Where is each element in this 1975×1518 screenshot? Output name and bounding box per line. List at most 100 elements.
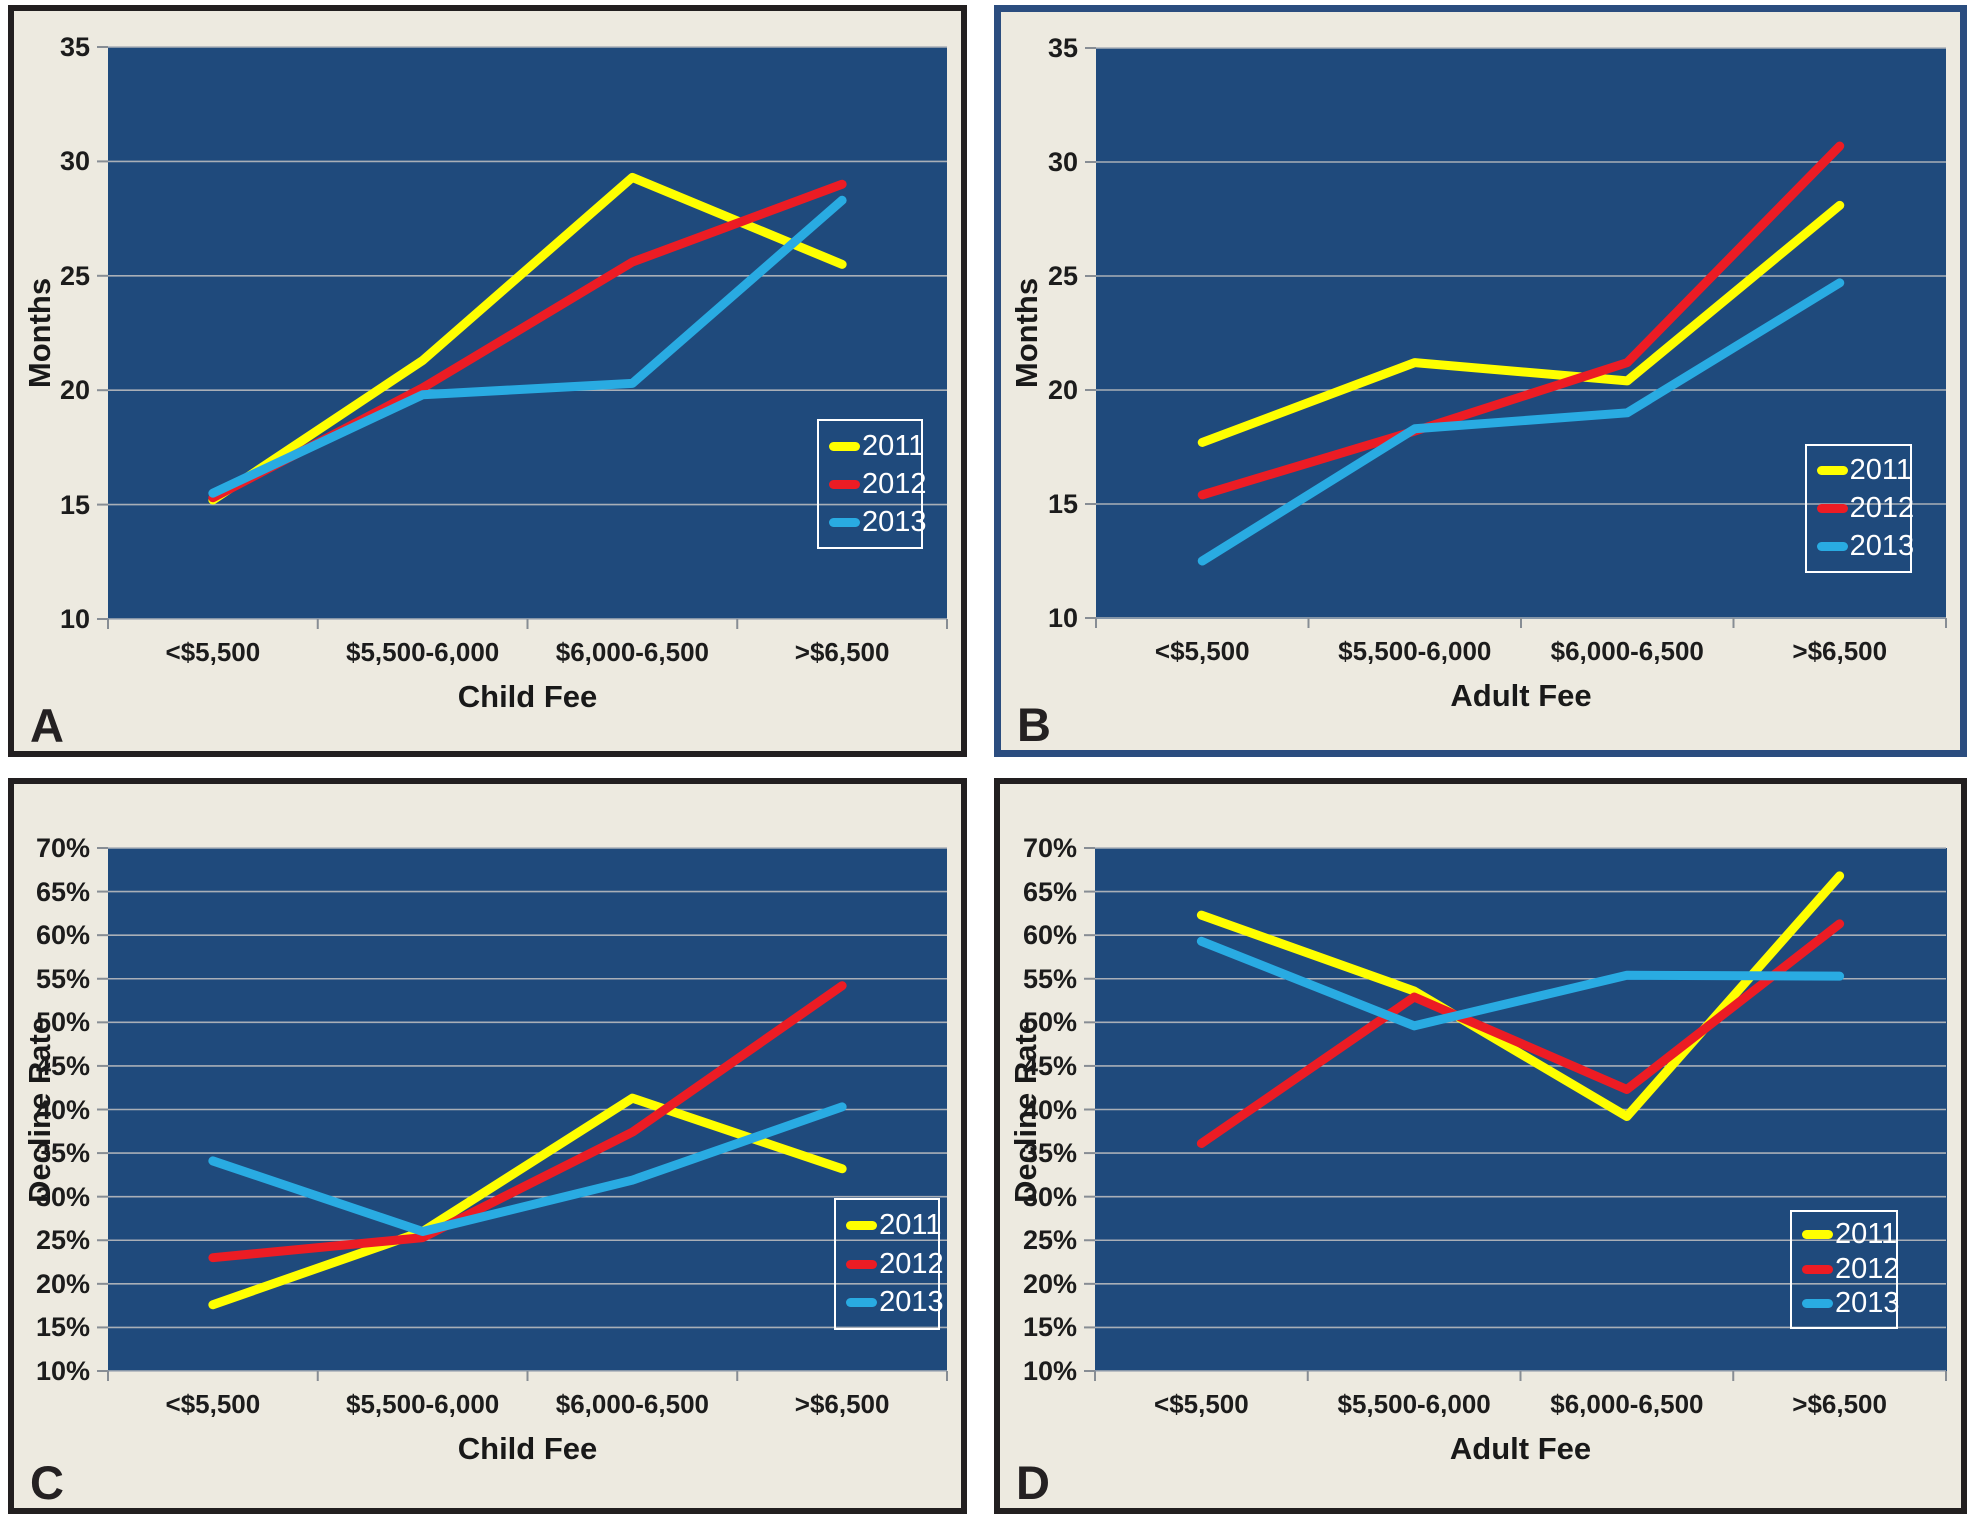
- legend-label: 2012: [1834, 1252, 1900, 1285]
- legend-entry-2012: 2012: [1801, 1252, 1899, 1286]
- legend-entry-2013: 2013: [829, 503, 927, 541]
- legend-swatch-2013: [1801, 1299, 1833, 1309]
- panel-d: Decline Rate Adult Fee 2011 2012 2013 D 10…: [994, 778, 1967, 1514]
- series-line-2013: [1197, 937, 1845, 1031]
- y-tick-label: 20%: [35, 1268, 90, 1299]
- x-category-label: >$6,500: [794, 1389, 890, 1419]
- plot-area: [1084, 847, 1948, 1382]
- legend-swatch-2012: [1816, 503, 1848, 513]
- x-category-label: >$6,500: [794, 637, 890, 667]
- panel-letter: B: [1017, 698, 1051, 751]
- panel-c: Decline Rate Child Fee 2011 2012 2013 C 10…: [8, 778, 967, 1514]
- y-tick-label: 45%: [35, 1050, 90, 1081]
- legend-swatch-2013: [846, 1298, 878, 1308]
- legend-entry-2012: 2012: [829, 465, 927, 503]
- x-category-label: $6,000-6,500: [555, 1389, 709, 1419]
- legend-label: 2012: [1849, 491, 1915, 524]
- y-tick-label: 40%: [35, 1094, 90, 1125]
- legend-swatch-2011: [829, 441, 861, 451]
- y-tick-label: 35: [1047, 33, 1078, 63]
- x-category-label: <$5,500: [165, 637, 261, 667]
- y-tick-label: 30: [59, 146, 90, 177]
- legend-label: 2013: [1834, 1287, 1900, 1320]
- x-axis-title: Child Fee: [457, 1431, 598, 1466]
- series-line-2012: [208, 981, 847, 1263]
- panel-letter: D: [1016, 1456, 1050, 1509]
- x-category-label: $5,500-6,000: [1338, 636, 1492, 666]
- legend-entry-2011: 2011: [1801, 1218, 1897, 1252]
- y-tick-label: 50%: [35, 1007, 90, 1038]
- y-tick-label: 30%: [35, 1181, 90, 1212]
- chart-canvas: [96, 847, 948, 1382]
- x-axis-title: Child Fee: [457, 679, 598, 714]
- series-line-2011: [1197, 200, 1845, 448]
- y-tick-label: 25%: [1022, 1225, 1077, 1256]
- legend-swatch-2013: [829, 517, 861, 527]
- plot-area: [96, 46, 948, 630]
- x-category-label: $6,000-6,500: [1550, 1389, 1704, 1419]
- y-tick-label: 20: [1047, 375, 1078, 405]
- legend-swatch-2012: [846, 1259, 878, 1269]
- y-tick-label: 35%: [1022, 1138, 1077, 1169]
- panel-a: Months Child Fee 2011 2012 2013 A 10 15 20 25…: [8, 5, 967, 757]
- y-tick-label: 20%: [1022, 1268, 1077, 1299]
- legend-entry-2013: 2013: [1801, 1287, 1899, 1321]
- x-category-label: >$6,500: [1792, 1389, 1887, 1419]
- legend-swatch-2011: [1816, 466, 1848, 476]
- legend-label: 2011: [862, 429, 925, 462]
- panel-b: Months Adult Fee 2011 2012 2013 B 10 15 20 25…: [994, 5, 1967, 757]
- x-category-label: $5,500-6,000: [346, 637, 500, 667]
- y-tick-label: 30: [1047, 147, 1078, 177]
- series-line-2013: [1197, 278, 1845, 566]
- x-axis-title: Adult Fee: [1450, 678, 1592, 713]
- y-tick-label: 25: [1047, 261, 1078, 291]
- chart-canvas: [96, 46, 948, 630]
- y-tick-label: 15: [1047, 489, 1078, 519]
- series-line-2013: [208, 196, 847, 498]
- legend-swatch-2012: [1801, 1264, 1833, 1274]
- chart-canvas: [1084, 47, 1947, 629]
- legend-swatch-2011: [1801, 1230, 1833, 1240]
- series-line-2012: [1197, 141, 1845, 500]
- y-tick-label: 70%: [1022, 833, 1077, 863]
- panel-letter: C: [30, 1456, 64, 1509]
- y-tick-label: 50%: [1022, 1007, 1077, 1038]
- x-axis-title: Adult Fee: [1449, 1431, 1592, 1466]
- y-tick-label: 60%: [1022, 920, 1077, 951]
- y-tick-label: 15%: [35, 1312, 90, 1343]
- legend-label: 2012: [879, 1247, 944, 1280]
- legend: 2011 2012 2013: [1789, 1209, 1899, 1330]
- y-tick-label: 70%: [35, 833, 90, 863]
- x-category-label: $6,000-6,500: [555, 637, 709, 667]
- y-tick-label: 10: [59, 604, 90, 634]
- legend-entry-2011: 2011: [1816, 452, 1912, 490]
- legend: 2011 2012 2013: [817, 419, 927, 549]
- y-tick-label: 20: [59, 375, 90, 406]
- legend-swatch-2013: [1816, 541, 1848, 551]
- legend-entry-2012: 2012: [846, 1245, 944, 1284]
- legend-label: 2013: [879, 1286, 944, 1319]
- x-category-label: <$5,500: [1154, 1389, 1249, 1419]
- legend: 2011 2012 2013: [834, 1198, 944, 1330]
- y-tick-label: 10%: [1022, 1356, 1077, 1386]
- x-category-label: $5,500-6,000: [346, 1389, 500, 1419]
- series-line-2013: [208, 1102, 847, 1237]
- plot-area: [96, 847, 948, 1382]
- legend-label: 2012: [862, 467, 927, 500]
- y-tick-label: 45%: [1022, 1050, 1077, 1081]
- y-tick-label: 65%: [35, 876, 90, 907]
- y-tick-label: 60%: [35, 920, 90, 951]
- legend-entry-2011: 2011: [846, 1206, 941, 1245]
- y-tick-label: 65%: [1022, 876, 1077, 907]
- y-axis-title: Months: [1009, 277, 1044, 389]
- y-tick-label: 10: [1047, 603, 1078, 633]
- legend-swatch-2011: [846, 1220, 878, 1230]
- legend: 2011 2012 2013: [1804, 443, 1915, 573]
- series-line-2011: [1197, 871, 1845, 1122]
- y-tick-label: 55%: [1022, 963, 1077, 994]
- y-tick-label: 35%: [35, 1138, 90, 1169]
- x-category-label: $6,000-6,500: [1550, 636, 1704, 666]
- y-tick-label: 25%: [35, 1225, 90, 1256]
- y-tick-label: 55%: [35, 963, 90, 994]
- series-line-2011: [208, 1094, 847, 1310]
